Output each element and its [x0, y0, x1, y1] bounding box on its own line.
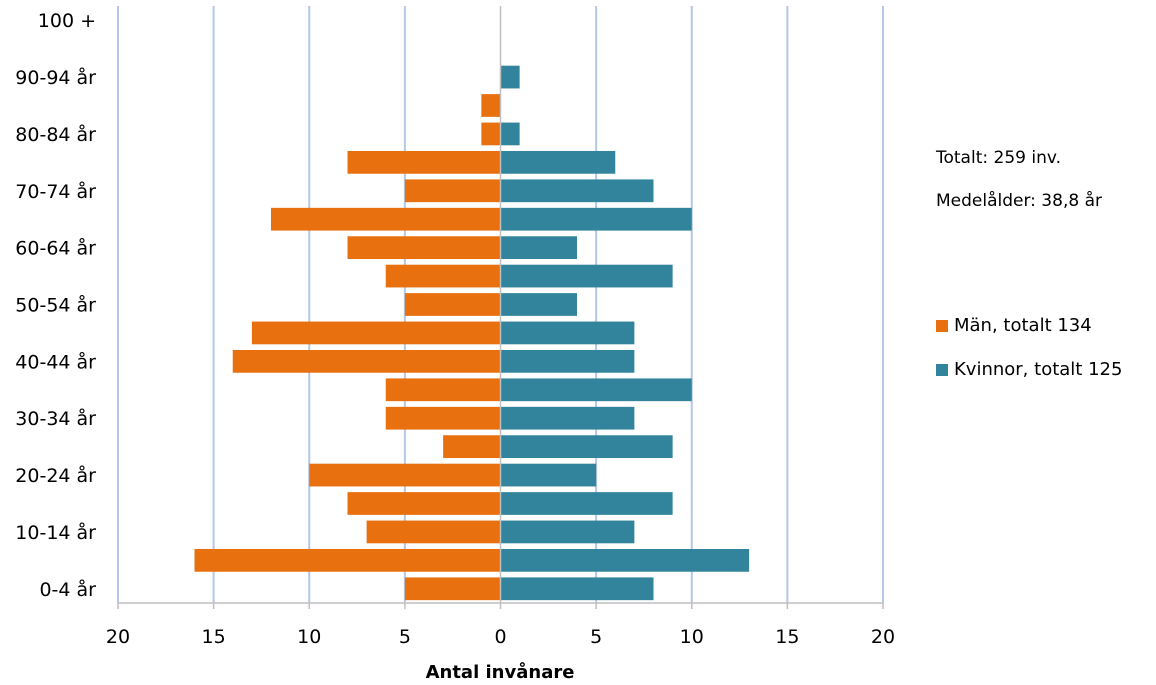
y-tick-label: 70-74 år: [15, 180, 96, 203]
y-tick-labels: 0-4 år 10-14 år 20-24 år 30-34 år 40-44 år 50…: [15, 10, 96, 601]
bar-women: [500, 207, 692, 231]
bar-women: [500, 349, 635, 373]
bar-women: [500, 122, 520, 146]
x-axis-title: Antal invånare: [426, 661, 575, 683]
legend-label-women: Kvinnor, totalt 125: [954, 359, 1123, 380]
bar-women: [500, 150, 616, 174]
bar-women: [500, 264, 673, 288]
bar-men: [347, 492, 501, 515]
y-tick-label: 0-4 år: [39, 578, 96, 601]
bar-women: [500, 520, 635, 544]
x-tick-label: 0: [494, 626, 506, 648]
legend-item-women: Kvinnor, totalt 125: [936, 359, 1122, 380]
total-annotation: Totalt: 259 inv.: [936, 148, 1061, 168]
bar-women: [500, 406, 635, 430]
legend-item-men: Män, totalt 134: [936, 315, 1092, 336]
y-tick-label: 80-84 år: [15, 123, 96, 146]
x-tick-labels: 20 15 10 5 0 5 10 15 20: [106, 626, 895, 648]
bar-men: [481, 122, 501, 146]
bar-men: [385, 378, 501, 402]
axes: [117, 6, 884, 609]
bar-women: [500, 492, 673, 515]
bar-men: [385, 406, 501, 430]
bar-men: [271, 207, 501, 231]
bar-men: [385, 264, 501, 288]
legend-swatch-men: [936, 319, 948, 332]
x-tick-label: 20: [106, 626, 130, 648]
bar-women: [500, 463, 597, 487]
bar-men: [366, 520, 501, 544]
bar-men: [347, 150, 501, 174]
bar-women: [500, 65, 520, 89]
y-tick-label: 50-54 år: [15, 294, 96, 317]
y-tick-label: 10-14 år: [15, 521, 96, 544]
grid-lines: [117, 6, 884, 603]
y-tick-label: 20-24 år: [15, 464, 96, 487]
bar-men: [481, 94, 501, 117]
bars: [194, 65, 750, 601]
bar-men: [404, 577, 501, 601]
legend-label-men: Män, totalt 134: [954, 315, 1092, 336]
bar-women: [500, 577, 654, 601]
bar-men: [347, 236, 501, 260]
x-tick-label: 5: [399, 626, 411, 648]
bar-men: [404, 293, 501, 316]
mean-age-annotation: Medelålder: 38,8 år: [936, 191, 1102, 211]
y-tick-label: 30-34 år: [15, 407, 96, 430]
y-tick-label: 60-64 år: [15, 237, 96, 260]
bar-women: [500, 293, 577, 316]
x-tick-label: 5: [590, 626, 602, 648]
x-tick-label: 15: [202, 626, 226, 648]
legend-swatch-women: [936, 363, 948, 376]
bar-women: [500, 548, 750, 572]
bar-men: [232, 349, 501, 373]
bar-women: [500, 179, 654, 203]
bar-women: [500, 321, 635, 345]
x-tick-label: 20: [871, 626, 895, 648]
bar-women: [500, 435, 673, 459]
bar-men: [309, 463, 501, 487]
bar-men: [194, 548, 501, 572]
bar-men: [251, 321, 501, 345]
x-tick-label: 15: [775, 626, 799, 648]
bar-men: [443, 435, 501, 459]
bar-women: [500, 236, 577, 260]
y-tick-label: 100 +: [38, 10, 96, 32]
bar-women: [500, 378, 692, 402]
x-tick-label: 10: [297, 626, 321, 648]
y-tick-label: 40-44 år: [15, 350, 96, 373]
bar-men: [404, 179, 501, 203]
y-tick-label: 90-94 år: [15, 66, 96, 89]
x-tick-label: 10: [680, 626, 704, 648]
